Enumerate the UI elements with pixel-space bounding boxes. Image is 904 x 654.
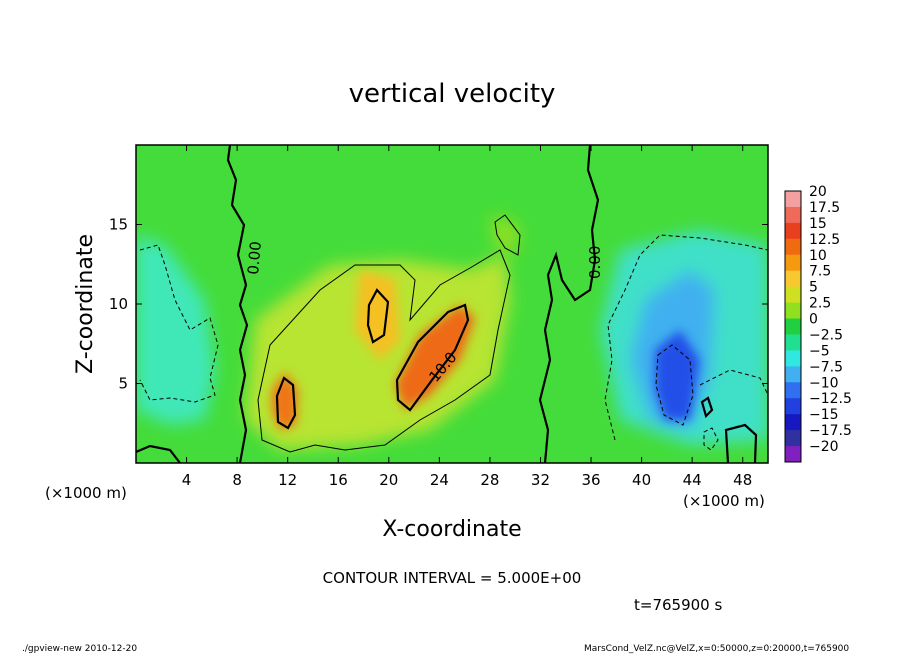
x-tick-label: 28 — [480, 471, 499, 489]
contour-negative-right — [604, 234, 768, 441]
x-axis: 4 8 12 16 20 24 28 32 36 40 44 48 — [182, 145, 752, 489]
positive-contours — [257, 214, 521, 453]
zero-contours — [136, 145, 758, 463]
colorbar-swatch — [785, 222, 801, 240]
x-tick-label: 4 — [182, 471, 192, 489]
colorbar-swatch — [785, 334, 801, 351]
negative-contours — [139, 234, 768, 451]
x-tick-label: 36 — [581, 471, 600, 489]
colorbar-label: −17.5 — [809, 423, 852, 439]
plot-area: 0.00 10.0 0.00 — [136, 145, 768, 463]
contour-label-zero-right: 0.00 — [586, 246, 604, 279]
colorbar-swatch — [785, 366, 801, 383]
colorbar-swatch — [785, 206, 801, 224]
field-core-main — [395, 305, 475, 410]
footer-left: ./gpview-new 2010-12-20 — [22, 644, 137, 654]
colorbar-label: −2.5 — [809, 327, 843, 343]
colorbar-label: 12.5 — [809, 232, 840, 248]
contour-ten-main — [395, 303, 470, 412]
colorbar-label: 15 — [809, 216, 827, 232]
colorbar-swatch — [785, 254, 801, 272]
contour-zero-right — [538, 145, 600, 463]
colorbar-label: 5 — [809, 280, 818, 296]
colorbar-swatch — [785, 302, 801, 320]
x-tick-label: 32 — [531, 471, 550, 489]
x-tick-label: 12 — [278, 471, 297, 489]
x-tick-label: 44 — [683, 471, 702, 489]
y-tick-label: 15 — [109, 216, 128, 234]
colorbar-swatch — [785, 430, 801, 447]
x-axis-label: X-coordinate — [382, 517, 521, 542]
colorbar-frame — [784, 190, 802, 463]
colorbar: 2017.51512.5107.552.50−2.5−5−7.5−10−12.5… — [784, 184, 852, 463]
x-tick-label: 40 — [632, 471, 651, 489]
field-yellow-halo — [355, 270, 400, 360]
y-axis-label: Z-coordinate — [73, 234, 98, 374]
colorbar-label: 20 — [809, 184, 827, 200]
colorbar-swatch — [785, 446, 801, 463]
colorbar-swatch — [785, 414, 801, 431]
contour-zero-left — [226, 145, 249, 463]
contour-label-zero-left: 0.00 — [244, 241, 265, 276]
contour-ten-left — [275, 376, 297, 430]
colorbar-label: 10 — [809, 248, 827, 264]
x-unit-left: (×1000 m) — [45, 484, 127, 502]
contour-bottom-left — [136, 444, 181, 463]
colorbar-label: 2.5 — [809, 296, 831, 312]
contour-positive-upper — [494, 214, 521, 256]
contour-negative-right-lower — [699, 369, 768, 396]
colorbar-label: −5 — [809, 343, 830, 359]
y-tick-label: 10 — [109, 295, 128, 313]
contour-negative-core — [655, 344, 694, 426]
colorbar-swatch — [785, 382, 801, 399]
contour-ten-mid — [366, 288, 390, 344]
colorbar-label: 17.5 — [809, 200, 840, 216]
colorbar-swatch — [785, 286, 801, 304]
contour-negative-left — [139, 244, 219, 403]
x-tick-label: 8 — [232, 471, 242, 489]
contour-interval-text: CONTOUR INTERVAL = 5.000E+00 — [323, 569, 582, 587]
field-blue-core — [655, 330, 700, 420]
footer-right: MarsCond_VelZ.nc@VelZ,x=0:50000,z=0:2000… — [584, 644, 849, 654]
colorbar-swatch — [785, 270, 801, 288]
time-text: t=765900 s — [634, 596, 722, 614]
contour-bottom-right — [724, 423, 758, 463]
colorbar-label: −10 — [809, 375, 839, 391]
colorbar-swatch — [785, 398, 801, 415]
colorbar-label: −7.5 — [809, 359, 843, 375]
x-unit-right: (×1000 m) — [683, 492, 765, 510]
colorbar-label: −15 — [809, 407, 839, 423]
colorbar-swatch — [785, 318, 801, 335]
x-tick-label: 24 — [430, 471, 449, 489]
y-axis: 5 10 15 — [109, 216, 768, 393]
field-cyan-left — [136, 235, 215, 425]
y-tick-label: 5 — [118, 375, 128, 393]
colorbar-label: −20 — [809, 439, 839, 455]
colorbar-label: 7.5 — [809, 264, 831, 280]
colorbar-swatch — [785, 191, 801, 208]
chart-title: vertical velocity — [349, 79, 556, 109]
colorbar-swatch — [785, 238, 801, 256]
x-tick-label: 48 — [733, 471, 752, 489]
colorbar-label: −12.5 — [809, 391, 852, 407]
contour-positive-outer — [257, 249, 511, 453]
x-tick-label: 16 — [329, 471, 348, 489]
colorbar-swatch — [785, 350, 801, 367]
contour-small-right — [700, 396, 714, 419]
contour-negative-cell — [703, 427, 719, 451]
x-tick-label: 20 — [379, 471, 398, 489]
colorbar-label: 0 — [809, 312, 818, 328]
